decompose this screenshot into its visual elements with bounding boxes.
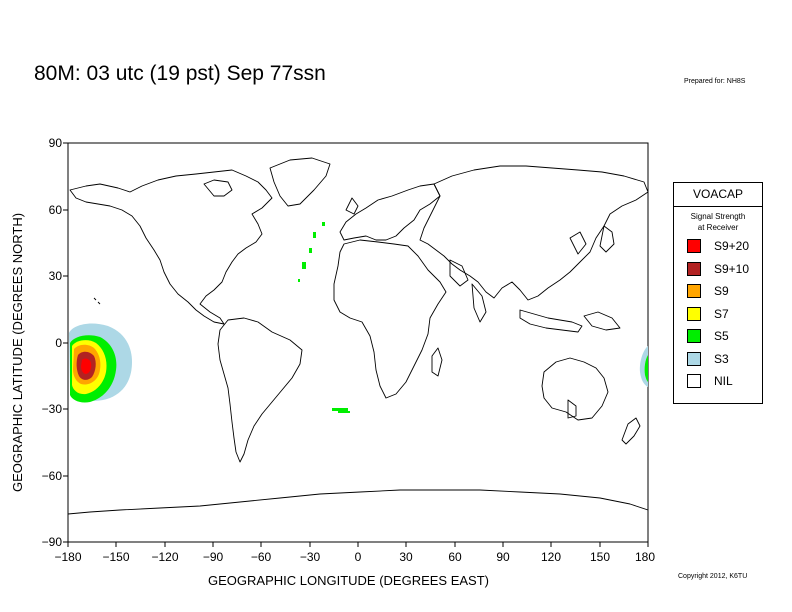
coverage-west bbox=[69, 323, 132, 403]
x-tick-label: −30 bbox=[299, 550, 321, 564]
legend-item-s7: S7 bbox=[674, 303, 762, 326]
legend-label: S9+20 bbox=[714, 239, 750, 254]
x-tick-label: 60 bbox=[448, 550, 462, 564]
y-axis-ticks: 90 60 30 0 −30 −60 −90 bbox=[0, 0, 62, 612]
plot-frame bbox=[67, 142, 649, 543]
x-tick-label: −180 bbox=[54, 550, 82, 564]
x-tick-label: −150 bbox=[102, 550, 130, 564]
legend-item-s9p20: S9+20 bbox=[674, 235, 762, 258]
x-tick-label: 120 bbox=[540, 550, 562, 564]
y-tick-marks bbox=[63, 142, 68, 543]
copyright-note: Copyright 2012, K6TU bbox=[678, 573, 748, 580]
legend-item-s3: S3 bbox=[674, 348, 762, 371]
y-axis-label: GEOGRAPHIC LATITUDE (DEGREES NORTH) bbox=[10, 212, 25, 492]
x-tick-label: −120 bbox=[151, 550, 179, 564]
y-tick-label: 0 bbox=[55, 336, 62, 350]
y-tick-label: −60 bbox=[41, 469, 62, 483]
legend-swatch bbox=[687, 374, 701, 389]
coverage-small-patches bbox=[298, 222, 350, 413]
legend-swatch bbox=[687, 284, 701, 299]
x-tick-label: 90 bbox=[496, 550, 510, 564]
x-tick-label: 150 bbox=[589, 550, 611, 564]
legend-label: S9 bbox=[714, 284, 729, 299]
legend-item-nil: NIL bbox=[674, 370, 762, 393]
legend-swatch bbox=[687, 239, 701, 254]
legend-subtitle-line: Signal Strength bbox=[690, 212, 746, 221]
y-tick-label: −90 bbox=[41, 535, 62, 549]
x-tick-label: 30 bbox=[399, 550, 413, 564]
coverage-east bbox=[639, 346, 648, 387]
legend-label: S7 bbox=[714, 306, 729, 321]
x-tick-label: 0 bbox=[354, 550, 362, 564]
x-axis-label: GEOGRAPHIC LONGITUDE (DEGREES EAST) bbox=[208, 573, 489, 588]
legend-swatch bbox=[687, 329, 701, 344]
x-tick-label: −90 bbox=[202, 550, 224, 564]
prepared-for-note: Prepared for: NH8S bbox=[684, 78, 746, 85]
legend-label: S5 bbox=[714, 329, 729, 344]
y-tick-label: 30 bbox=[48, 269, 62, 283]
legend-label: S3 bbox=[714, 351, 729, 366]
y-tick-label: 90 bbox=[48, 136, 62, 150]
legend-label: S9+10 bbox=[714, 261, 750, 276]
y-tick-label: −30 bbox=[41, 402, 62, 416]
legend-title: VOACAP bbox=[674, 183, 762, 207]
legend-swatch bbox=[687, 351, 701, 366]
legend-subtitle-line: at Receiver bbox=[697, 223, 739, 232]
x-tick-marks bbox=[67, 542, 649, 547]
continent-outlines bbox=[67, 157, 649, 515]
map-title: 80M: 03 utc (19 pst) Sep 77ssn bbox=[34, 62, 326, 85]
x-tick-label: −60 bbox=[250, 550, 272, 564]
legend-swatch bbox=[687, 306, 701, 321]
legend-subtitle: Signal Strength at Receiver bbox=[674, 211, 762, 233]
legend-item-s9: S9 bbox=[674, 280, 762, 303]
y-tick-label: 60 bbox=[48, 203, 62, 217]
x-tick-label: 180 bbox=[634, 550, 656, 564]
legend-label: NIL bbox=[714, 374, 733, 389]
legend-item-s5: S5 bbox=[674, 325, 762, 348]
legend-item-s9p10: S9+10 bbox=[674, 258, 762, 281]
legend-swatch bbox=[687, 261, 701, 276]
legend: VOACAP Signal Strength at Receiver S9+20… bbox=[673, 182, 763, 404]
